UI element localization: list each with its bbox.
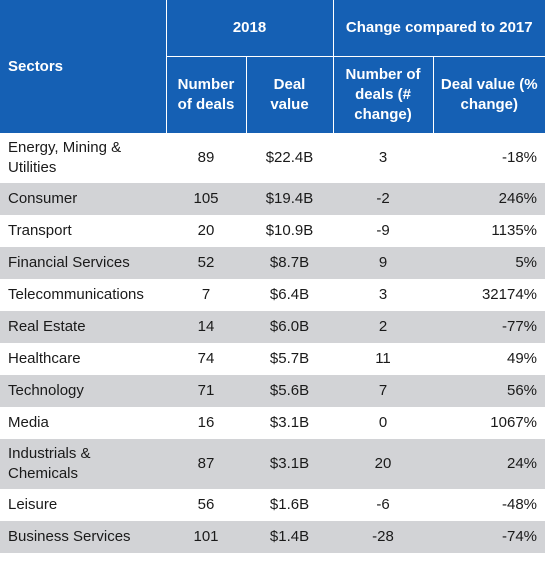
- sector-cell: Leisure: [8, 496, 58, 513]
- deals-cell: 20: [197, 222, 215, 239]
- value-change-cell: 1067%: [490, 414, 538, 431]
- header-group-2018: 2018: [165, 0, 333, 57]
- sector-cell: Technology: [0, 375, 166, 407]
- value-cell: $5.7B: [269, 350, 310, 367]
- deals-change-cell: -2: [333, 183, 433, 215]
- sector-cell: Real Estate: [0, 311, 166, 343]
- value-cell: $19.4B: [246, 183, 333, 215]
- sector-cell: Business Services: [0, 521, 166, 553]
- value-change-cell: -77%: [433, 311, 545, 343]
- value-change-cell: 1135%: [491, 222, 538, 239]
- deals-change-cell: -9: [376, 222, 390, 239]
- deals-change-cell: 3: [378, 286, 388, 303]
- deals-cell: 105: [166, 183, 246, 215]
- deals-cell: 52: [166, 247, 246, 279]
- table-row: Industrials & Chemicals 87 $3.1B 20 24%: [0, 439, 545, 489]
- header-value-2018: Deal value: [245, 56, 333, 133]
- value-cell: $22.4B: [265, 149, 314, 166]
- table-row: Financial Services 52 $8.7B 9 5%: [0, 247, 545, 279]
- table-row: Media 16 $3.1B 0 1067%: [0, 407, 545, 439]
- sector-cell: Telecommunications: [8, 286, 144, 303]
- value-change-cell: 32174%: [481, 286, 538, 303]
- deals-cell: 16: [197, 414, 215, 431]
- table-header: Sectors 2018 Change compared to 2017 Num…: [0, 0, 545, 133]
- value-change-cell: 5%: [433, 247, 545, 279]
- value-cell: $1.6B: [269, 496, 310, 513]
- value-cell: $10.9B: [265, 222, 314, 239]
- deals-cell: 74: [197, 350, 215, 367]
- table-row: Business Services 101 $1.4B -28 -74%: [0, 521, 545, 553]
- value-change-cell: -48%: [501, 496, 538, 513]
- value-change-cell: 246%: [433, 183, 545, 215]
- sector-cell: Industrials & Chemicals: [0, 439, 166, 489]
- table-row: Technology 71 $5.6B 7 56%: [0, 375, 545, 407]
- deals-cell: 14: [166, 311, 246, 343]
- value-cell: $1.4B: [246, 521, 333, 553]
- table-row: Consumer 105 $19.4B -2 246%: [0, 183, 545, 215]
- sector-cell: Healthcare: [8, 350, 81, 367]
- value-cell: $8.7B: [246, 247, 333, 279]
- header-deals-2018: Number of deals: [165, 56, 246, 133]
- table-row: Healthcare 74 $5.7B 11 49%: [0, 343, 545, 375]
- header-group-change: Change compared to 2017: [332, 0, 545, 57]
- table-row: Transport 20 $10.9B -9 1135%: [0, 215, 545, 247]
- value-change-cell: -18%: [501, 149, 538, 166]
- value-change-cell: 24%: [433, 439, 545, 489]
- deals-change-cell: 11: [375, 350, 391, 367]
- header-sectors: Sectors: [0, 0, 166, 133]
- table-row: Leisure 56 $1.6B -6 -48%: [0, 489, 545, 521]
- table-row: Telecommunications 7 $6.4B 3 32174%: [0, 279, 545, 311]
- deals-cell: 71: [166, 375, 246, 407]
- deals-change-cell: 7: [333, 375, 433, 407]
- deals-change-cell: 3: [378, 149, 388, 166]
- sector-cell: Media: [8, 414, 49, 431]
- value-cell: $6.0B: [246, 311, 333, 343]
- value-change-cell: -74%: [433, 521, 545, 553]
- deals-change-cell: 9: [333, 247, 433, 279]
- deals-change-cell: 20: [333, 439, 433, 489]
- deals-cell: 101: [166, 521, 246, 553]
- header-value-change: Deal value (% change): [432, 56, 545, 133]
- deals-cell: 56: [197, 496, 215, 513]
- header-deals-change: Number of deals (# change): [332, 56, 433, 133]
- table-body: Energy, Mining & Utilities 89 $22.4B 3 -…: [0, 133, 545, 553]
- sector-cell: Financial Services: [0, 247, 166, 279]
- value-cell: $3.1B: [269, 414, 310, 431]
- deals-change-cell: 2: [333, 311, 433, 343]
- sector-cell: Consumer: [0, 183, 166, 215]
- value-cell: $3.1B: [246, 439, 333, 489]
- sector-cell: Transport: [8, 222, 72, 239]
- value-cell: $6.4B: [269, 286, 310, 303]
- value-change-cell: 49%: [506, 350, 538, 367]
- deals-change-cell: -6: [376, 496, 390, 513]
- value-change-cell: 56%: [433, 375, 545, 407]
- value-cell: $5.6B: [246, 375, 333, 407]
- deals-change-cell: 0: [378, 414, 388, 431]
- table-row: Energy, Mining & Utilities 89 $22.4B 3 -…: [0, 133, 545, 183]
- deals-cell: 7: [201, 286, 211, 303]
- deals-cell: 89: [197, 149, 215, 166]
- table-row: Real Estate 14 $6.0B 2 -77%: [0, 311, 545, 343]
- sector-deals-table: Sectors 2018 Change compared to 2017 Num…: [0, 0, 545, 553]
- sector-cell: Energy, Mining & Utilities: [8, 139, 122, 176]
- deals-cell: 87: [166, 439, 246, 489]
- deals-change-cell: -28: [333, 521, 433, 553]
